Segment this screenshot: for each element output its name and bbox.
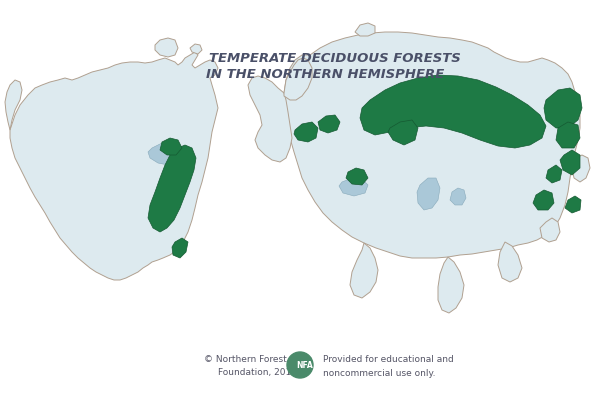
Polygon shape bbox=[417, 178, 440, 210]
Circle shape bbox=[287, 352, 313, 378]
Polygon shape bbox=[148, 145, 196, 232]
Polygon shape bbox=[148, 142, 182, 165]
Polygon shape bbox=[346, 168, 368, 185]
Polygon shape bbox=[388, 120, 418, 145]
Polygon shape bbox=[355, 23, 375, 36]
Polygon shape bbox=[318, 115, 340, 133]
Polygon shape bbox=[160, 138, 182, 155]
Polygon shape bbox=[190, 44, 202, 54]
Polygon shape bbox=[155, 38, 178, 57]
Text: IN THE NORTHERN HEMISPHERE: IN THE NORTHERN HEMISPHERE bbox=[206, 68, 444, 81]
Polygon shape bbox=[248, 76, 292, 162]
Polygon shape bbox=[572, 155, 590, 182]
Text: NFA: NFA bbox=[296, 360, 313, 369]
Polygon shape bbox=[546, 165, 562, 183]
Polygon shape bbox=[339, 178, 368, 196]
Polygon shape bbox=[294, 122, 318, 142]
Polygon shape bbox=[172, 238, 188, 258]
Polygon shape bbox=[560, 150, 580, 175]
Polygon shape bbox=[498, 242, 522, 282]
Text: Foundation, 2016: Foundation, 2016 bbox=[218, 369, 298, 377]
Text: © Northern Forest Atlas: © Northern Forest Atlas bbox=[204, 356, 312, 364]
Text: noncommercial use only.: noncommercial use only. bbox=[323, 369, 436, 377]
Polygon shape bbox=[540, 218, 560, 242]
Polygon shape bbox=[10, 52, 218, 280]
Polygon shape bbox=[450, 188, 466, 205]
Polygon shape bbox=[284, 32, 580, 258]
Polygon shape bbox=[544, 88, 582, 128]
Text: Provided for educational and: Provided for educational and bbox=[323, 356, 454, 364]
Polygon shape bbox=[350, 243, 378, 298]
Polygon shape bbox=[533, 190, 554, 210]
Polygon shape bbox=[360, 75, 546, 148]
Polygon shape bbox=[438, 257, 464, 313]
Polygon shape bbox=[556, 122, 580, 148]
Text: TEMPERATE DECIDUOUS FORESTS: TEMPERATE DECIDUOUS FORESTS bbox=[209, 51, 461, 64]
Polygon shape bbox=[5, 80, 22, 130]
Polygon shape bbox=[565, 196, 581, 213]
Polygon shape bbox=[284, 58, 312, 100]
